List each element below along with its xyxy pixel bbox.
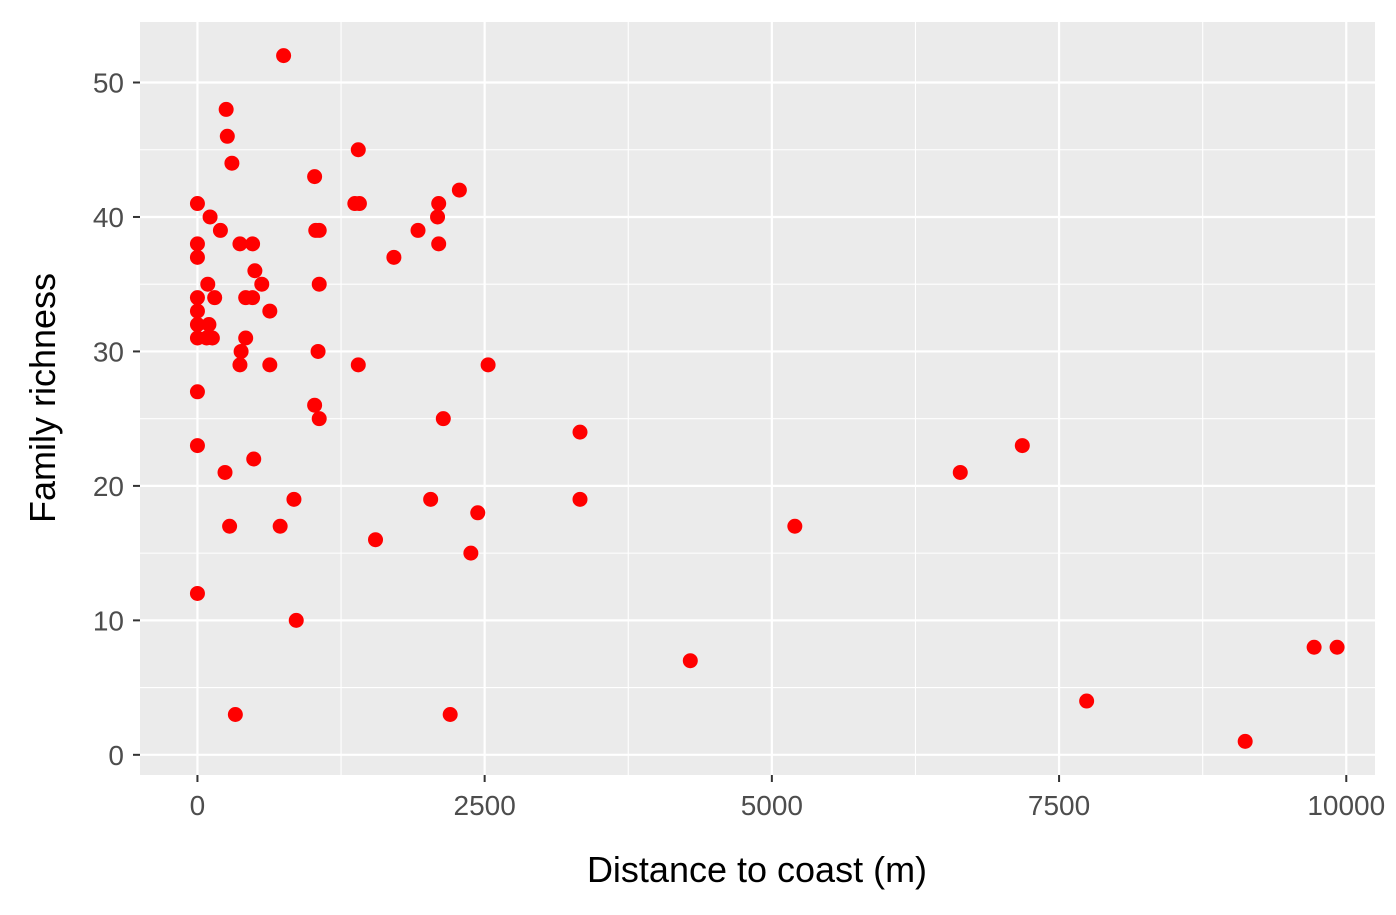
x-tick-label: 0 bbox=[190, 790, 206, 821]
data-point bbox=[189, 249, 205, 265]
data-point bbox=[202, 209, 218, 225]
data-point bbox=[189, 236, 205, 252]
data-point bbox=[189, 303, 205, 319]
data-point bbox=[572, 491, 588, 507]
data-point bbox=[262, 303, 278, 319]
x-axis-title: Distance to coast (m) bbox=[587, 849, 927, 890]
data-point bbox=[787, 518, 803, 534]
y-tick-label: 10 bbox=[93, 605, 124, 636]
data-point bbox=[224, 155, 240, 171]
data-point bbox=[311, 411, 327, 427]
data-point bbox=[222, 518, 238, 534]
data-point bbox=[350, 357, 366, 373]
data-point bbox=[232, 236, 248, 252]
minor-gridlines bbox=[140, 14, 1375, 775]
data-point bbox=[351, 196, 367, 212]
data-point bbox=[288, 612, 304, 628]
data-point bbox=[311, 276, 327, 292]
data-point bbox=[431, 196, 447, 212]
y-tick-label: 20 bbox=[93, 471, 124, 502]
data-point bbox=[1306, 639, 1322, 655]
x-tick-label: 7500 bbox=[1028, 790, 1090, 821]
data-point bbox=[682, 653, 698, 669]
x-tick-label: 2500 bbox=[454, 790, 516, 821]
data-point bbox=[217, 464, 233, 480]
data-point bbox=[286, 491, 302, 507]
data-point bbox=[572, 424, 588, 440]
data-point bbox=[246, 451, 262, 467]
data-points bbox=[189, 48, 1345, 749]
data-point bbox=[307, 397, 323, 413]
data-point bbox=[368, 532, 384, 548]
x-axis-ticks: 0 2500 5000 7500 10000 bbox=[190, 775, 1385, 821]
data-point bbox=[1237, 733, 1253, 749]
data-point bbox=[423, 491, 439, 507]
y-axis-title: Family richness bbox=[22, 273, 63, 523]
data-point bbox=[201, 317, 217, 333]
data-point bbox=[189, 585, 205, 601]
data-point bbox=[262, 357, 278, 373]
data-point bbox=[189, 317, 205, 333]
data-point bbox=[480, 357, 496, 373]
data-point bbox=[189, 438, 205, 454]
data-point bbox=[238, 330, 254, 346]
data-point bbox=[410, 222, 426, 238]
y-axis-ticks: 0 10 20 30 40 50 bbox=[93, 68, 140, 771]
data-point bbox=[272, 518, 288, 534]
major-gridlines bbox=[140, 22, 1375, 775]
data-point bbox=[204, 330, 220, 346]
y-tick-label: 30 bbox=[93, 336, 124, 367]
data-point bbox=[276, 48, 292, 64]
data-point bbox=[350, 142, 366, 158]
y-tick-label: 0 bbox=[108, 740, 124, 771]
data-point bbox=[431, 236, 447, 252]
data-point bbox=[1014, 438, 1030, 454]
data-point bbox=[386, 249, 402, 265]
data-point bbox=[189, 384, 205, 400]
data-point bbox=[1079, 693, 1095, 709]
data-point bbox=[442, 706, 458, 722]
data-point bbox=[463, 545, 479, 561]
data-point bbox=[307, 169, 323, 185]
data-point bbox=[311, 222, 327, 238]
data-point bbox=[247, 263, 263, 279]
data-point bbox=[218, 101, 234, 117]
data-point bbox=[470, 505, 486, 521]
x-tick-label: 10000 bbox=[1307, 790, 1385, 821]
data-point bbox=[1329, 639, 1345, 655]
plot-panel bbox=[140, 22, 1375, 775]
y-tick-label: 40 bbox=[93, 202, 124, 233]
data-point bbox=[227, 706, 243, 722]
data-point bbox=[189, 196, 205, 212]
data-point bbox=[430, 209, 446, 225]
data-point bbox=[232, 357, 248, 373]
data-point bbox=[952, 464, 968, 480]
data-point bbox=[245, 290, 261, 306]
x-tick-label: 5000 bbox=[741, 790, 803, 821]
data-point bbox=[207, 290, 223, 306]
data-point bbox=[451, 182, 467, 198]
data-point bbox=[189, 290, 205, 306]
data-point bbox=[245, 236, 261, 252]
data-point bbox=[254, 276, 270, 292]
data-point bbox=[212, 222, 228, 238]
data-point bbox=[219, 128, 235, 144]
data-point bbox=[435, 411, 451, 427]
y-tick-label: 50 bbox=[93, 68, 124, 99]
data-point bbox=[310, 343, 326, 359]
data-point bbox=[200, 276, 216, 292]
data-point bbox=[233, 343, 249, 359]
